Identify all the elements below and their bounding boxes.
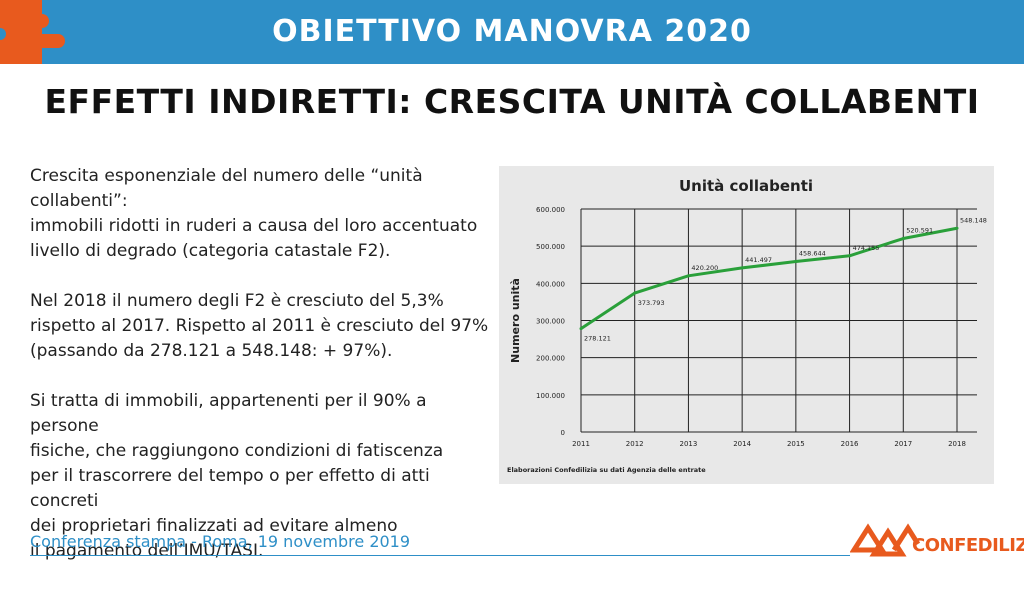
chart-panel: Unità collabenti 0 100.000 200.000 300.000 40… <box>499 166 994 484</box>
puzzle-piece-icon <box>0 0 65 64</box>
x-tick-label: 2013 <box>680 440 698 448</box>
data-point <box>794 260 798 264</box>
line-chart: Unità collabenti 0 100.000 200.000 300.000 40… <box>507 177 987 474</box>
y-tick-label: 100.000 <box>536 392 565 400</box>
confedilizia-logo-icon <box>850 523 920 557</box>
data-label: 441.497 <box>745 256 772 264</box>
y-tick-label: 400.000 <box>536 280 565 288</box>
data-label: 520.591 <box>906 227 933 235</box>
data-point <box>848 254 852 258</box>
page-title: EFFETTI INDIRETTI: CRESCITA UNITÀ COLLAB… <box>44 82 980 121</box>
body-text: Crescita esponenziale del numero delle “… <box>30 164 500 589</box>
series-line <box>580 226 958 330</box>
data-point <box>955 226 959 230</box>
data-point <box>579 327 583 331</box>
x-tick-label: 2012 <box>626 440 644 448</box>
x-tick-label: 2016 <box>841 440 859 448</box>
header-bar <box>0 0 1024 64</box>
logo-text: CONFEDILIZIA <box>912 535 1024 556</box>
chart-source: Elaborazioni Confedilizia su dati Agenzi… <box>507 466 706 474</box>
y-axis-label: Numero unità <box>509 278 522 363</box>
header-title: OBIETTIVO MANOVRA 2020 <box>272 14 752 49</box>
chart-title: Unità collabenti <box>679 177 813 195</box>
y-tick-label: 200.000 <box>536 355 565 363</box>
data-point <box>740 266 744 270</box>
data-label: 458.644 <box>799 250 826 258</box>
footer-divider <box>30 555 850 556</box>
x-tick-label: 2015 <box>787 440 805 448</box>
x-tick-label: 2017 <box>894 440 912 448</box>
x-tick-label: 2014 <box>733 440 751 448</box>
data-point <box>901 237 905 241</box>
y-tick-label: 500.000 <box>536 243 565 251</box>
paragraph-1: Crescita esponenziale del numero delle “… <box>30 166 478 261</box>
y-tick-label: 0 <box>561 429 565 437</box>
data-point <box>633 291 637 295</box>
data-label: 474.155 <box>853 244 880 252</box>
y-tick-label: 300.000 <box>536 318 565 326</box>
x-tick-label: 2011 <box>572 440 590 448</box>
data-label: 548.148 <box>960 216 987 224</box>
paragraph-2: Nel 2018 il numero degli F2 è cresciuto … <box>30 291 489 361</box>
data-label: 373.793 <box>638 299 665 307</box>
paragraph-3: Si tratta di immobili, appartenenti per … <box>30 391 444 561</box>
footer-text: Conferenza stampa - Roma, 19 novembre 20… <box>30 532 411 551</box>
x-tick-label: 2018 <box>948 440 966 448</box>
data-label: 278.121 <box>584 335 611 343</box>
data-point <box>686 274 690 278</box>
y-tick-label: 600.000 <box>536 206 565 214</box>
data-label: 420.200 <box>691 264 718 272</box>
